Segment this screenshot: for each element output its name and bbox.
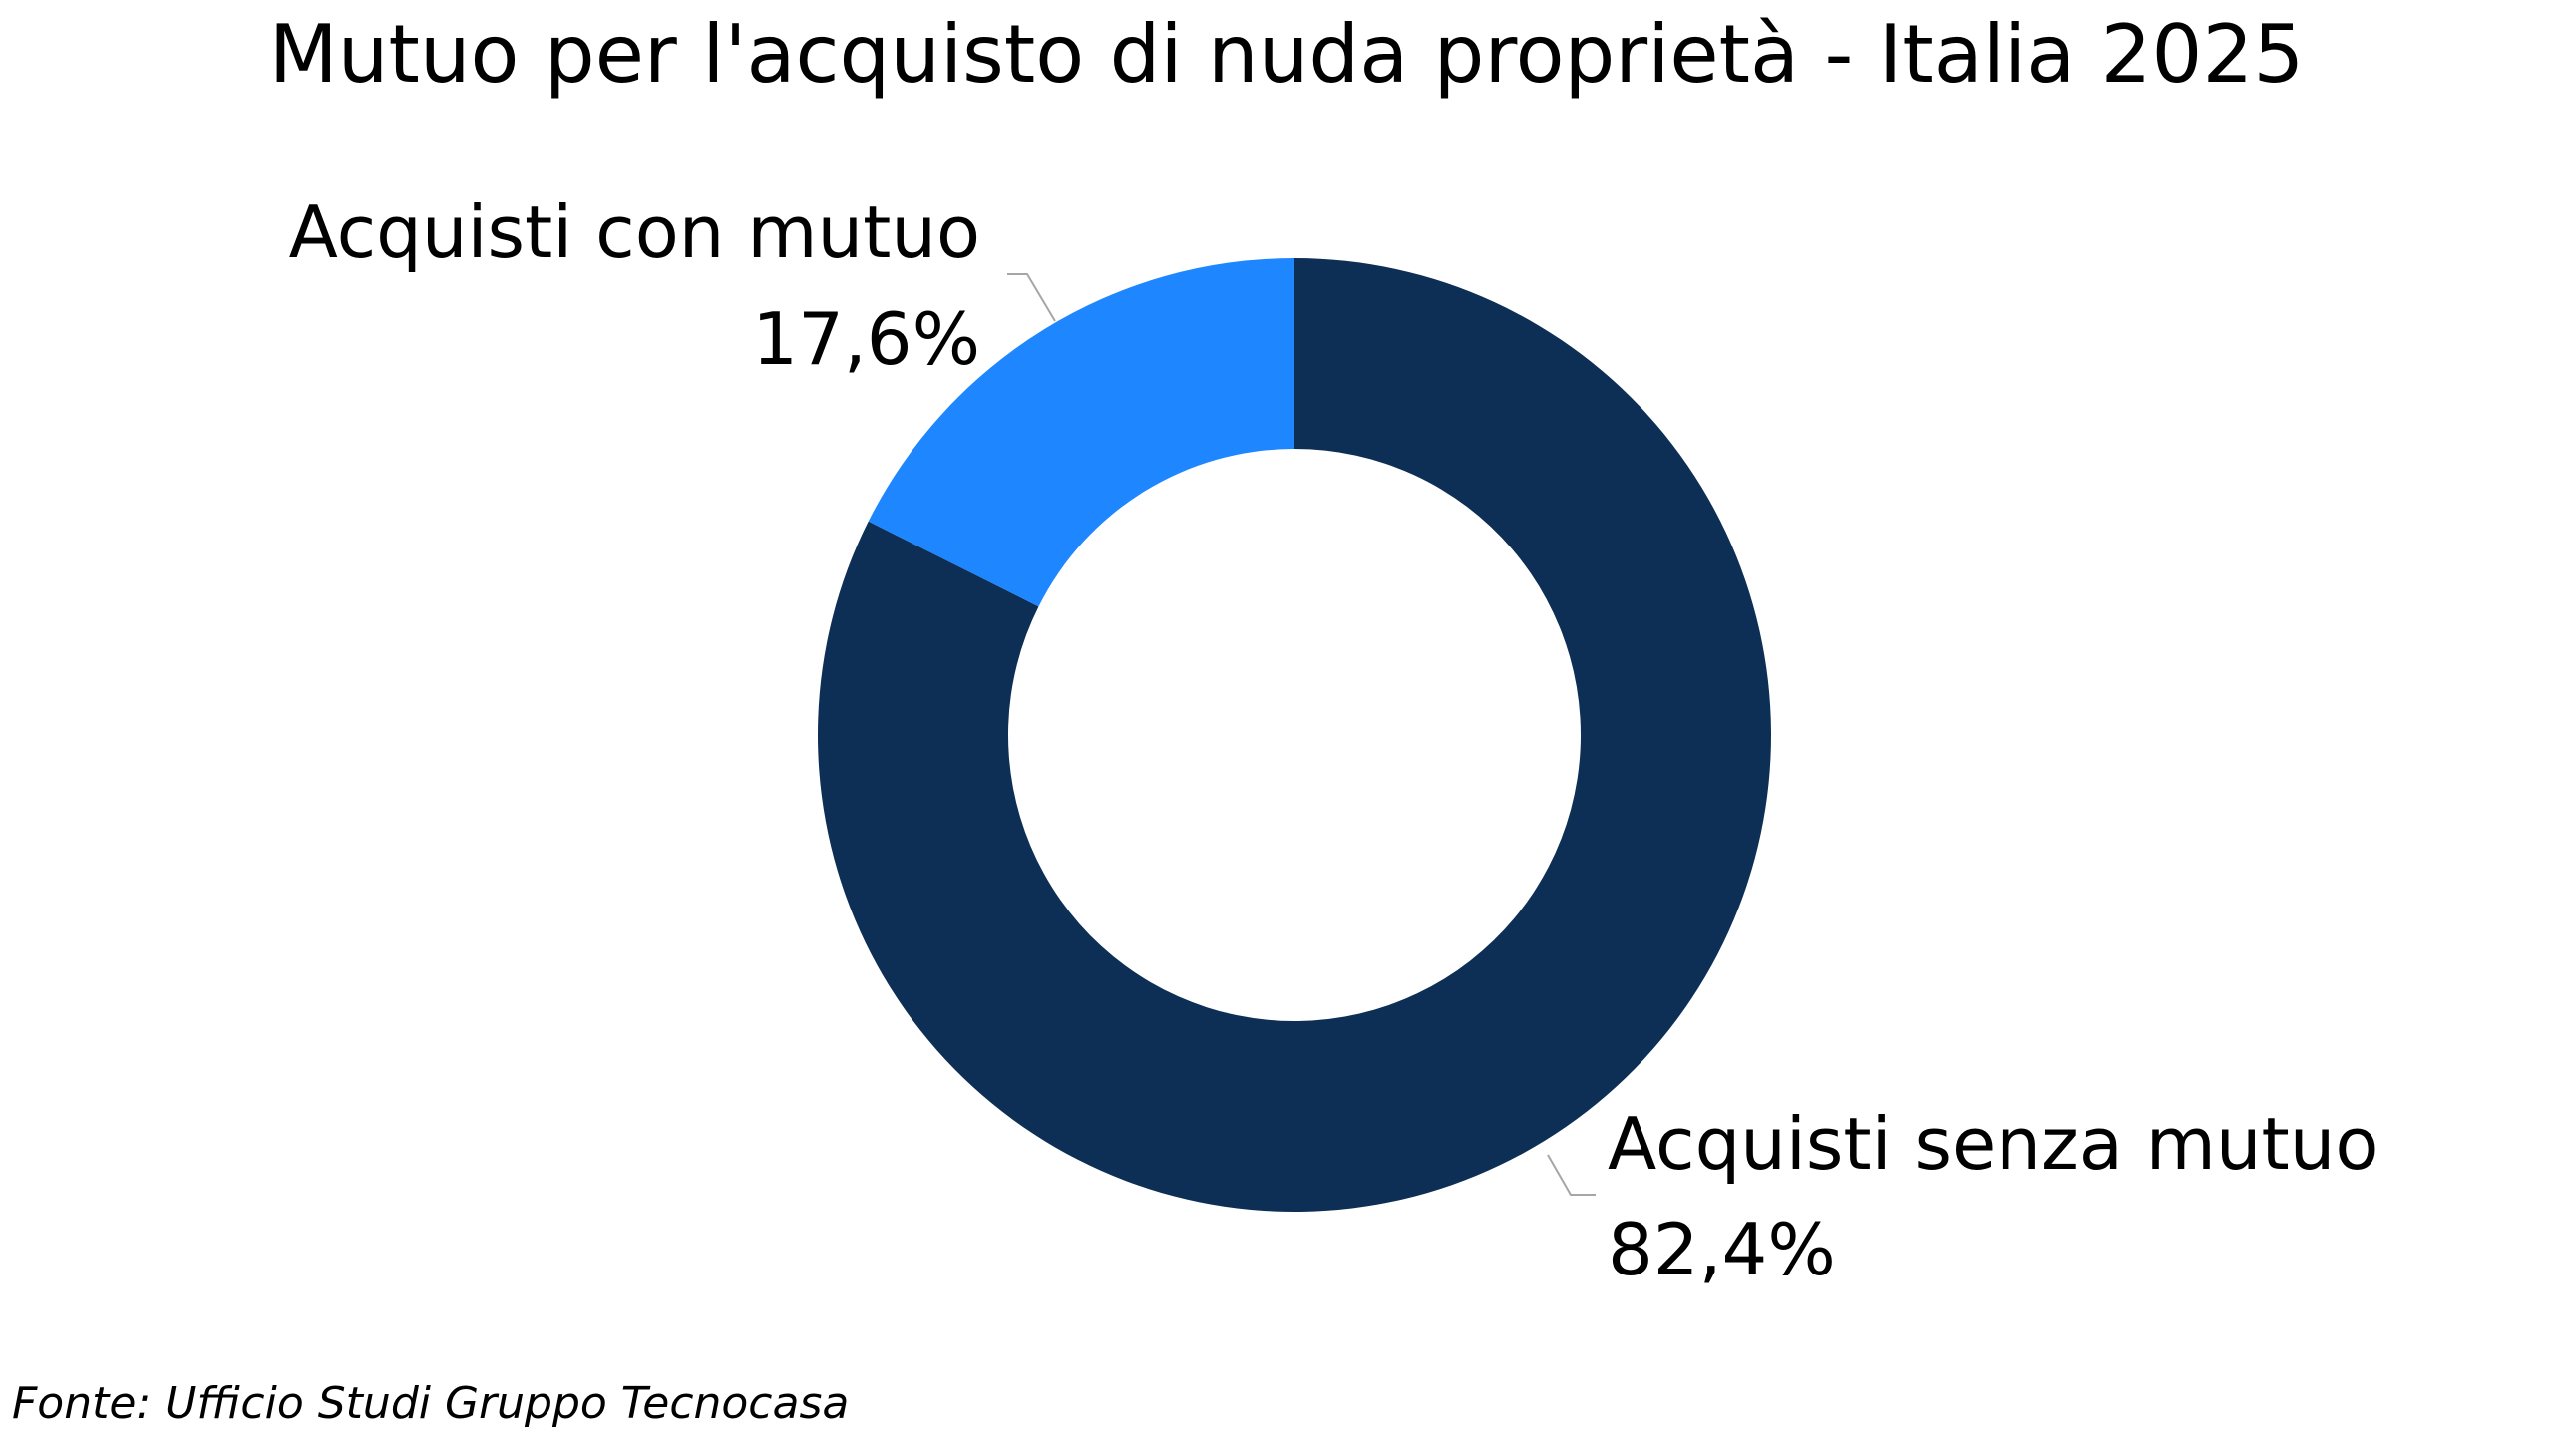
slice-value-con-mutuo: 17,6% [752, 297, 980, 381]
leader-line-con-mutuo [1007, 273, 1056, 322]
slice-label-senza-mutuo: Acquisti senza mutuo [1608, 1102, 2378, 1186]
leader-line-senza-mutuo [1547, 1154, 1596, 1196]
donut-slice-acquisti-senza-mutuo [817, 258, 1772, 1213]
chart-title: Mutuo per l'acquisto di nuda proprietà -… [269, 8, 2305, 101]
slice-label-con-mutuo: Acquisti con mutuo [289, 190, 980, 274]
source-note: Fonte: Ufficio Studi Gruppo Tecnocasa [12, 1378, 849, 1429]
donut-slices [817, 258, 1772, 1213]
slice-value-senza-mutuo: 82,4% [1608, 1208, 1836, 1291]
donut-slice-acquisti-con-mutuo [868, 258, 1294, 607]
